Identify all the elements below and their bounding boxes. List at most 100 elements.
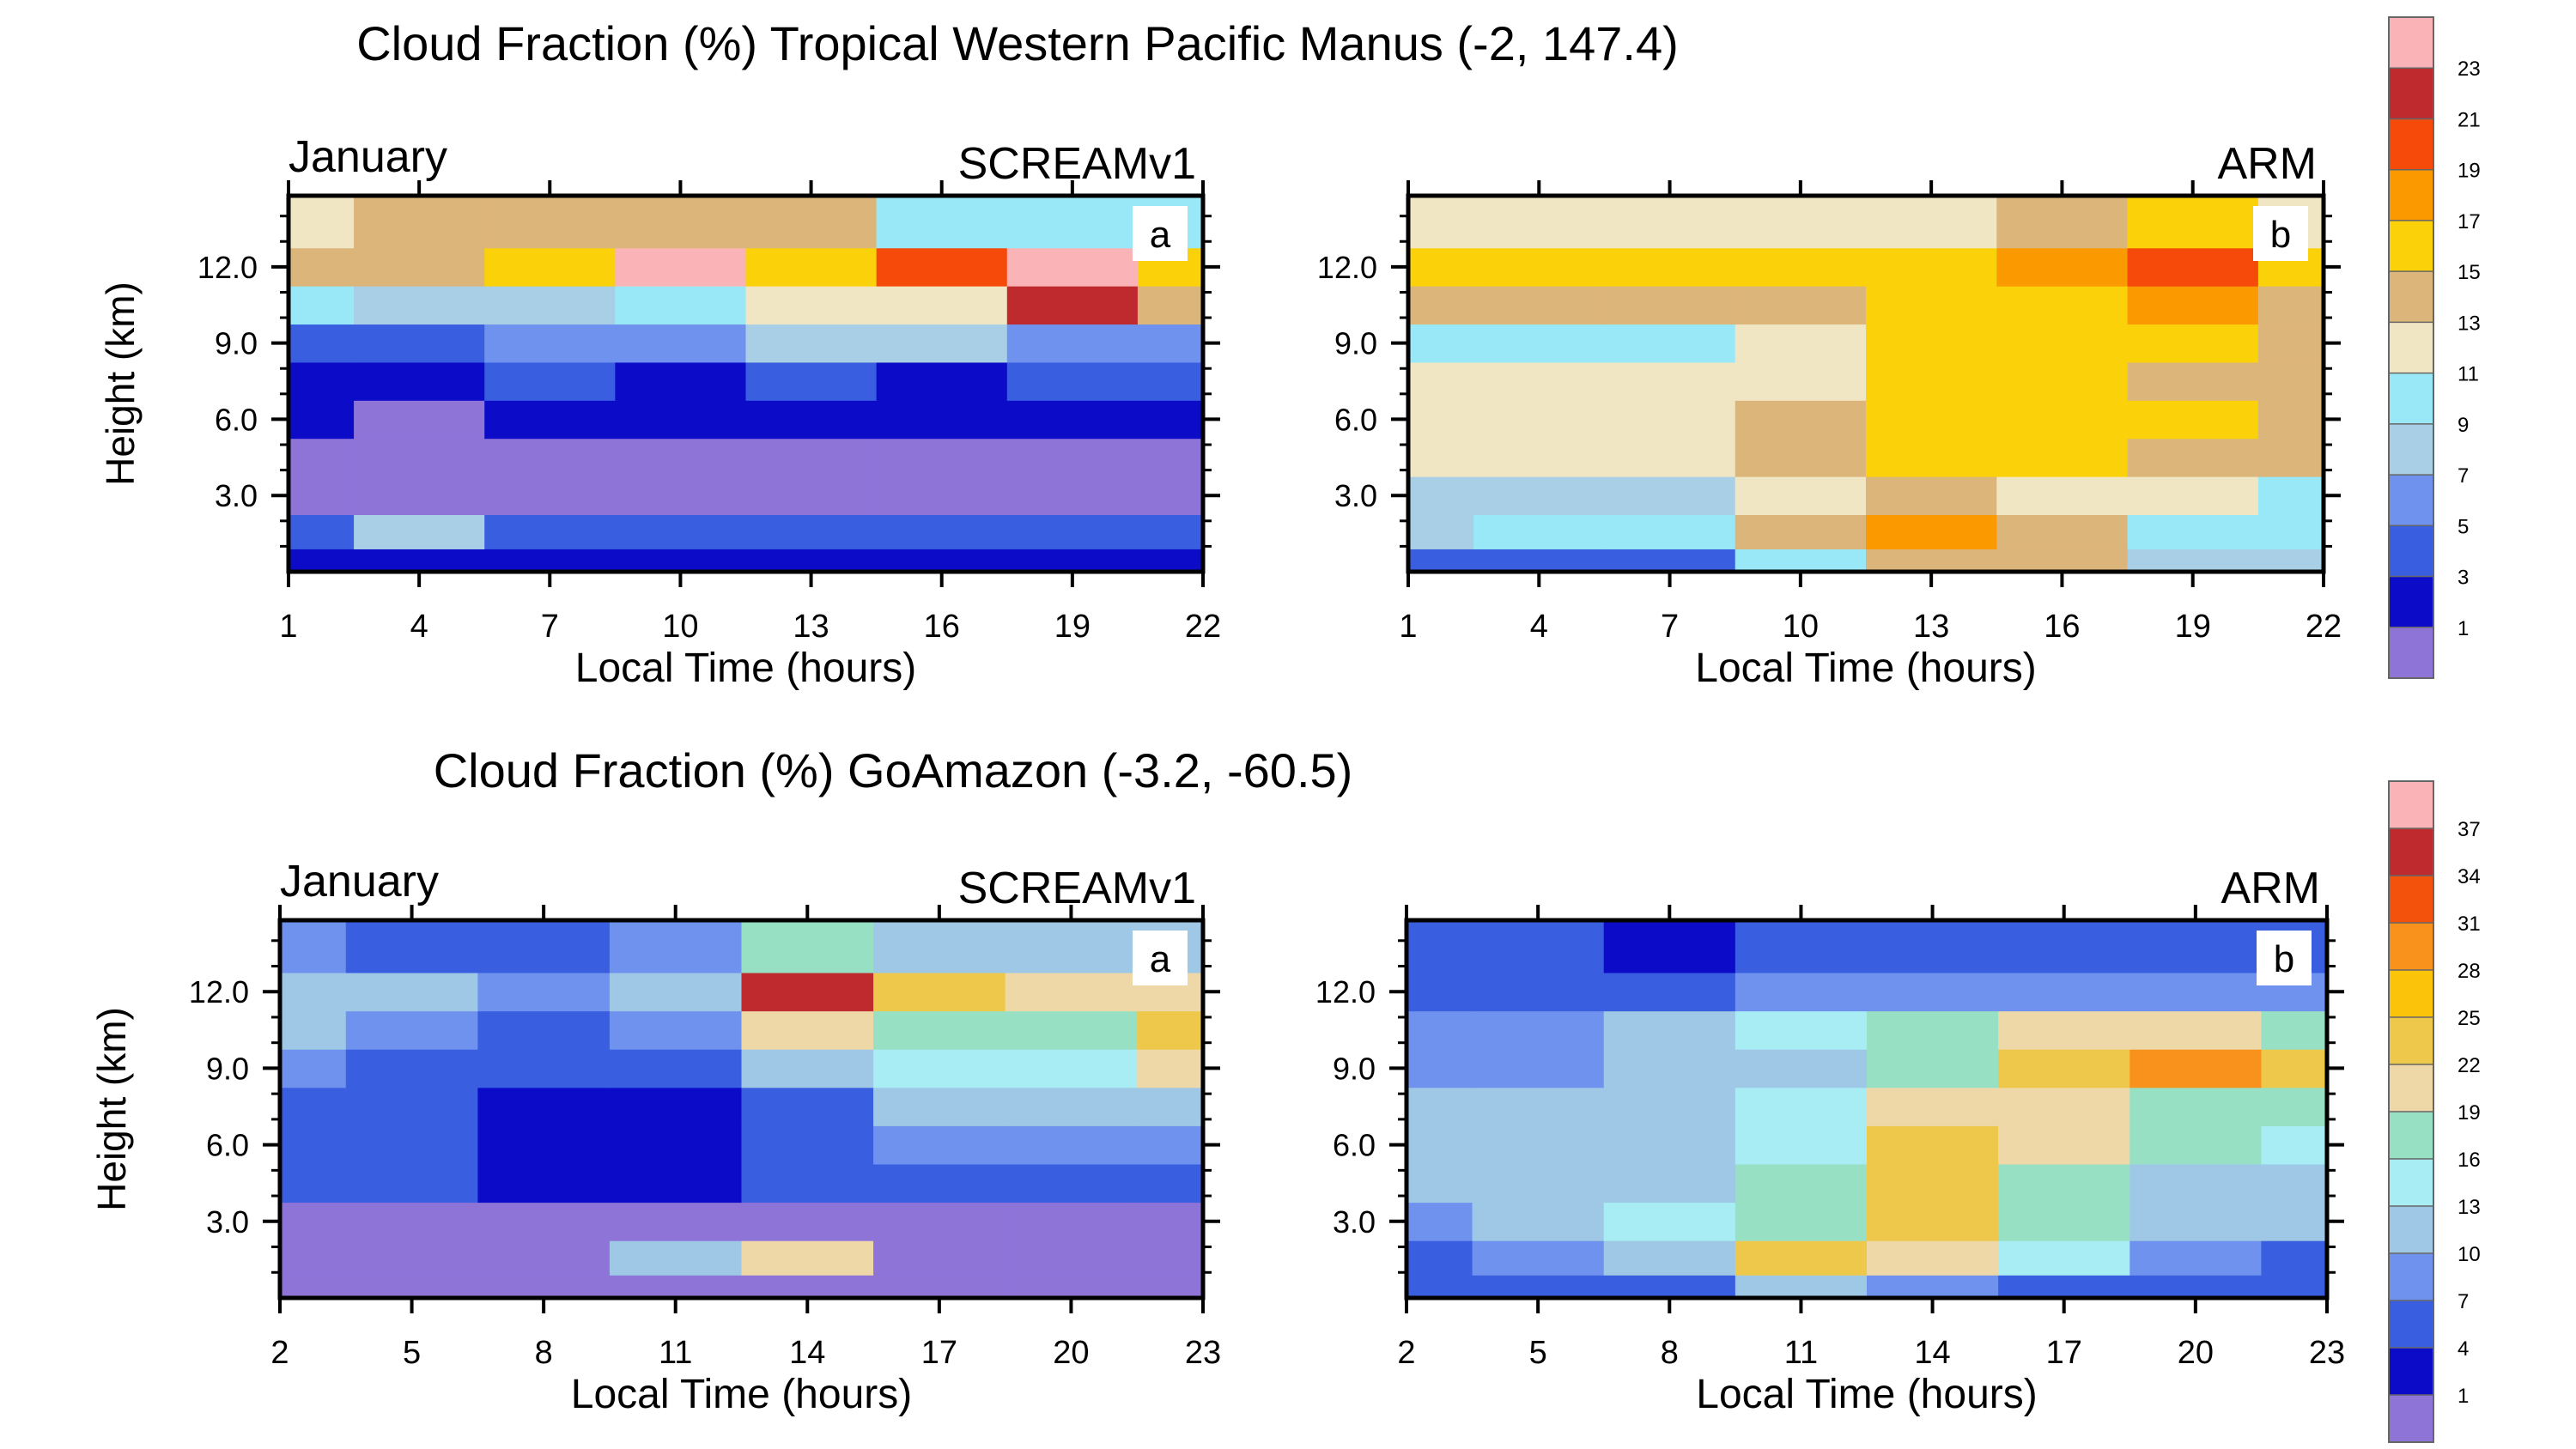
x-tick-label: 7 xyxy=(1661,609,1679,645)
heatmap-cell xyxy=(609,1240,743,1276)
heatmap-cell xyxy=(1473,196,1606,249)
month-label: January xyxy=(289,132,447,182)
heatmap-cell xyxy=(876,476,1008,516)
heatmap-panel-4: 2 5 8 11 14 17 20 23 3.0 6.0 9.0 12.0 Local Time (ho… xyxy=(1315,864,2345,1417)
heatmap-cell xyxy=(873,1240,1006,1276)
heatmap-cell xyxy=(354,196,485,249)
heatmap-cell xyxy=(1603,1125,1736,1165)
heatmap-cell xyxy=(2127,247,2259,287)
x-tick-label: 20 xyxy=(1053,1335,1089,1371)
x-axis-label: Local Time (hours) xyxy=(1696,1372,2037,1417)
heatmap-cell xyxy=(1735,1240,1868,1276)
heatmap-cell xyxy=(1735,1010,1868,1050)
x-tick-label: 10 xyxy=(662,609,698,645)
heatmap-cell xyxy=(345,1163,478,1203)
heatmap-cell xyxy=(1604,196,1736,249)
heatmap-cell xyxy=(745,286,878,325)
y-tick-label: 3.0 xyxy=(215,478,258,513)
heatmap-cell xyxy=(1996,286,2129,325)
heatmap-cell xyxy=(1603,1163,1736,1203)
colorbar-label: 7 xyxy=(2458,464,2469,488)
heatmap-cell xyxy=(1137,438,1204,477)
y-tick-label: 9.0 xyxy=(215,326,258,361)
heatmap-cell xyxy=(1735,1163,1868,1203)
heatmap-cell xyxy=(477,1049,611,1088)
heatmap-panel-3: 2 5 8 11 14 17 20 23 3.0 6.0 9.0 12.0 Local Time (ho… xyxy=(89,857,1221,1417)
heatmap-cell xyxy=(745,361,878,401)
heatmap-cell xyxy=(873,1087,1006,1126)
colorbar-swatch xyxy=(2389,220,2433,272)
heatmap-cell xyxy=(484,438,616,477)
heatmap-cell xyxy=(354,549,485,573)
heatmap-cell xyxy=(1735,1202,1868,1241)
heatmap-cell xyxy=(1604,324,1736,363)
heatmap-cell xyxy=(1406,972,1473,1012)
heatmap-cell xyxy=(876,514,1008,549)
heatmap-cell xyxy=(289,196,355,249)
heatmap-cell xyxy=(280,1240,347,1276)
colorbar-label: 10 xyxy=(2458,1243,2481,1266)
x-tick-label: 11 xyxy=(659,1335,692,1371)
heatmap-cell xyxy=(873,1010,1006,1050)
heatmap-cell xyxy=(1735,514,1867,549)
heatmap-cell xyxy=(1735,196,1867,249)
heatmap-cell xyxy=(2127,514,2259,549)
heatmap-cell xyxy=(477,1275,611,1299)
heatmap-cell xyxy=(2129,1202,2263,1241)
heatmap-cell xyxy=(609,1125,743,1165)
colorbar-frame xyxy=(2388,16,2434,679)
colorbar-label: 22 xyxy=(2458,1054,2481,1077)
heatmap-cell xyxy=(2127,400,2259,440)
x-tick-label: 16 xyxy=(924,609,960,645)
heatmap-cell xyxy=(1603,1240,1736,1276)
colorbar-label: 15 xyxy=(2458,261,2481,284)
y-tick-label: 9.0 xyxy=(1333,1051,1376,1086)
heatmap-cell xyxy=(1998,1275,2130,1299)
heatmap-cell xyxy=(1137,1202,1204,1241)
heatmap-cell xyxy=(615,196,747,249)
x-tick-label: 16 xyxy=(2044,609,2080,645)
heatmap-cell xyxy=(1408,549,1474,573)
plot-frame xyxy=(277,918,1206,1300)
y-tick-label: 12.0 xyxy=(1315,974,1376,1009)
colorbar-swatch xyxy=(2389,781,2433,829)
heatmap-cell xyxy=(876,324,1008,363)
heatmap-cell xyxy=(1006,476,1139,516)
panel-letter: a xyxy=(1150,938,1171,980)
x-axis-label: Local Time (hours) xyxy=(571,1372,912,1417)
heatmap-cell xyxy=(1735,476,1867,516)
heatmap-cell xyxy=(615,514,747,549)
heatmap-cell xyxy=(873,920,1006,973)
heatmap-cell xyxy=(1735,549,1867,573)
heatmap-cell xyxy=(745,476,878,516)
heatmap-cell xyxy=(1406,1202,1473,1241)
y-tick-label: 12.0 xyxy=(189,974,249,1009)
panel-letter-box xyxy=(2257,931,2312,985)
heatmap-cell xyxy=(1998,1010,2130,1050)
heatmap-cell xyxy=(1998,920,2130,973)
heatmap-cell xyxy=(280,920,347,973)
heatmap-cell xyxy=(289,514,355,549)
heatmap-cell xyxy=(1406,1049,1473,1088)
heatmap-cell xyxy=(354,247,485,287)
colorbar-swatch xyxy=(2389,970,2433,1018)
heatmap-cell xyxy=(1406,1010,1473,1050)
heatmap-cell xyxy=(1735,1049,1868,1088)
x-tick-label: 17 xyxy=(921,1335,957,1371)
heatmap-cell xyxy=(615,286,747,325)
heatmap-cell xyxy=(280,1049,347,1088)
heatmap-cell xyxy=(1005,1163,1138,1203)
heatmap-cell xyxy=(1996,400,2129,440)
heatmap-cell xyxy=(615,549,747,573)
y-tick-label: 3.0 xyxy=(1333,1204,1376,1240)
heatmap-cell xyxy=(289,286,355,325)
heatmap-cell xyxy=(1006,549,1139,573)
colorbar-swatch xyxy=(2389,475,2433,526)
panel-letter-box xyxy=(1133,931,1188,985)
colorbar-label: 21 xyxy=(2458,108,2481,131)
y-tick-label: 3.0 xyxy=(1334,478,1377,513)
heatmap-cell xyxy=(2257,438,2324,477)
heatmap-cell xyxy=(2257,286,2324,325)
heatmap-cell xyxy=(1603,972,1736,1012)
heatmap-cell xyxy=(615,361,747,401)
